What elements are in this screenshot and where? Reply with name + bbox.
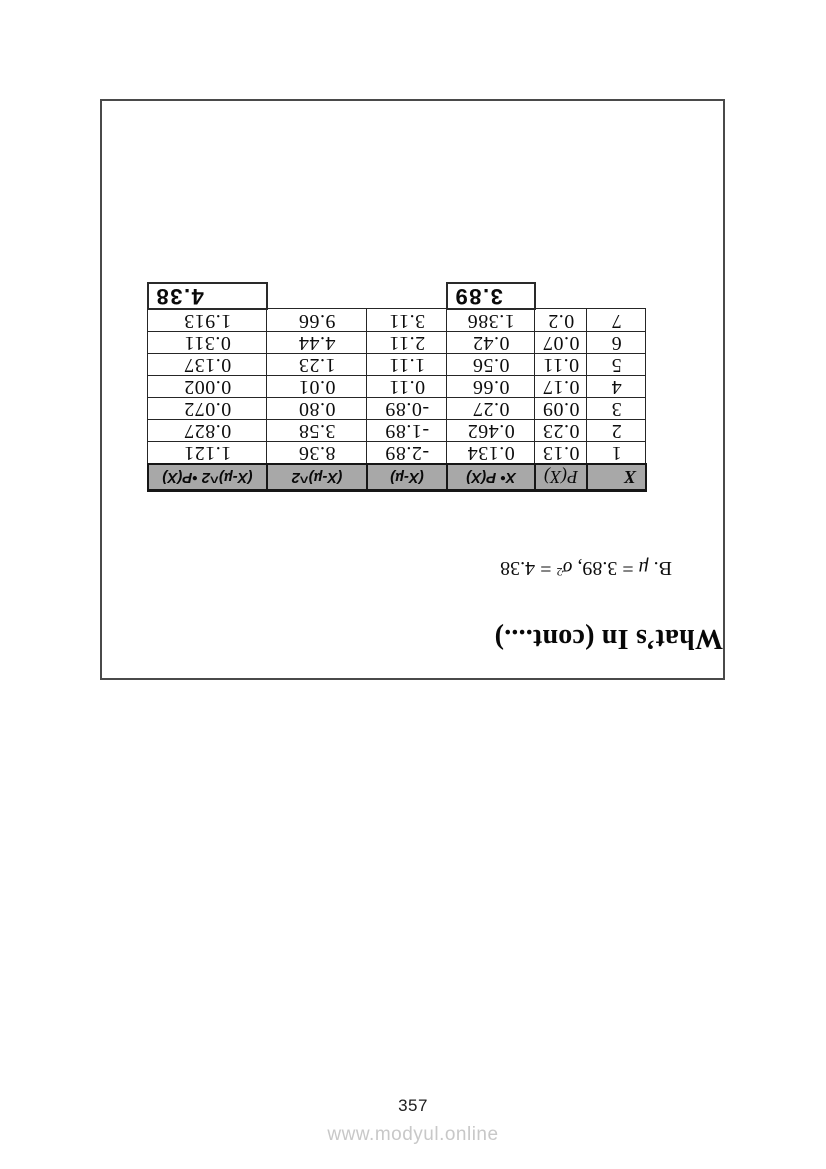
col-header-x-times-px: X• P(X) [447, 464, 535, 491]
col-header-x-minus-mu: (X-µ) [367, 464, 447, 491]
table-cell: 0.07 [535, 331, 587, 354]
rotated-content: What’s In (cont....) B. μ = 3.89, σ2 = 4… [102, 101, 723, 678]
table-cell: -0.89 [367, 397, 447, 420]
table-cell: 0.27 [447, 397, 535, 420]
result-line: B. μ = 3.89, σ2 = 4.38 [500, 556, 672, 584]
table-cell: 0.462 [447, 419, 535, 442]
table-cell: 0.66 [447, 375, 535, 398]
table-cell: 9.66 [267, 309, 367, 332]
probability-distribution-table: X P(X) X• P(X) (X-µ) (X-µ)^2 (X-µ)^2 •P(… [147, 282, 647, 492]
header-row: X P(X) X• P(X) (X-µ) (X-µ)^2 (X-µ)^2 •P(… [148, 464, 646, 491]
content-border-box: What’s In (cont....) B. μ = 3.89, σ2 = 4… [100, 99, 725, 680]
col-header-p-of-x: P(X) [535, 464, 587, 491]
col-header-deviation-squared: (X-µ)^2 [267, 464, 367, 491]
table-cell: -2.89 [367, 441, 447, 464]
totals-empty-cell [535, 283, 587, 309]
page-number: 357 [398, 1096, 428, 1115]
table-cell: 0.134 [447, 441, 535, 464]
table-cell: 1.913 [148, 309, 267, 332]
table-cell: 0.01 [267, 375, 367, 398]
table-cell: 0.23 [535, 419, 587, 442]
table-cell: 0.827 [148, 419, 267, 442]
result-prefix: B. [648, 557, 672, 579]
table-row: 3 0.09 0.27 -0.89 0.80 0.072 [148, 397, 646, 420]
table-row: 2 0.23 0.462 -1.89 3.58 0.827 [148, 419, 646, 442]
table-cell: 1.121 [148, 441, 267, 464]
table-cell: 0.56 [447, 353, 535, 376]
table-cell: 0.137 [148, 353, 267, 376]
table-cell: 0.42 [447, 331, 535, 354]
totals-empty-cell [367, 283, 447, 309]
sigma-exponent: 2 [556, 565, 563, 579]
table-cell: 0.17 [535, 375, 587, 398]
table-cell: 5 [587, 353, 646, 376]
table-cell: 1.11 [367, 353, 447, 376]
table-row: 7 0.2 1.386 3.11 9.66 1.913 [148, 309, 646, 332]
table-cell: 3 [587, 397, 646, 420]
mu-symbol: μ [638, 557, 649, 579]
table-cell: 2 [587, 419, 646, 442]
table-row: 5 0.11 0.56 1.11 1.23 0.137 [148, 353, 646, 376]
col-header-x: X [587, 464, 646, 491]
table-cell: 0.072 [148, 397, 267, 420]
table-cell: 0.13 [535, 441, 587, 464]
table-cell: 0.11 [535, 353, 587, 376]
table-cell: 0.09 [535, 397, 587, 420]
variance-total-box: 4.38 [148, 283, 267, 309]
table-cell: 0.11 [367, 375, 447, 398]
mean-total-box: 3.89 [447, 283, 535, 309]
table-cell: 4.44 [267, 331, 367, 354]
table-body: 1 0.13 0.134 -2.89 8.36 1.121 2 0.23 0.462 -1.89 3… [148, 309, 646, 464]
table-cell: 3.58 [267, 419, 367, 442]
table-cell: 0.2 [535, 309, 587, 332]
table-cell: 1.23 [267, 353, 367, 376]
variance-value-text: = 4.38 [500, 557, 557, 579]
table-cell: 0.80 [267, 397, 367, 420]
table-row: 6 0.07 0.42 2.11 4.44 0.311 [148, 331, 646, 354]
table-row: 4 0.17 0.66 0.11 0.01 0.002 [148, 375, 646, 398]
watermark: www.modyul.online [327, 1124, 499, 1145]
sigma-symbol: σ [562, 557, 573, 579]
mean-value-text: = 3.89, [572, 557, 639, 579]
table-cell: 3.11 [367, 309, 447, 332]
table-cell: 8.36 [267, 441, 367, 464]
table-cell: 4 [587, 375, 646, 398]
section-title: What’s In (cont....) [494, 623, 723, 654]
col-header-dev-sq-times-px: (X-µ)^2 •P(X) [148, 464, 267, 491]
table-cell: 7 [587, 309, 646, 332]
table-cell: 1 [587, 441, 646, 464]
totals-empty-cell [587, 283, 646, 309]
table-cell: 2.11 [367, 331, 447, 354]
table-cell: 0.311 [148, 331, 267, 354]
totals-empty-cell [267, 283, 367, 309]
table-cell: -1.89 [367, 419, 447, 442]
table-row: 1 0.13 0.134 -2.89 8.36 1.121 [148, 441, 646, 464]
table-cell: 6 [587, 331, 646, 354]
table-cell: 1.386 [447, 309, 535, 332]
table-cell: 0.002 [148, 375, 267, 398]
totals-row: 3.89 4.38 [148, 283, 646, 309]
